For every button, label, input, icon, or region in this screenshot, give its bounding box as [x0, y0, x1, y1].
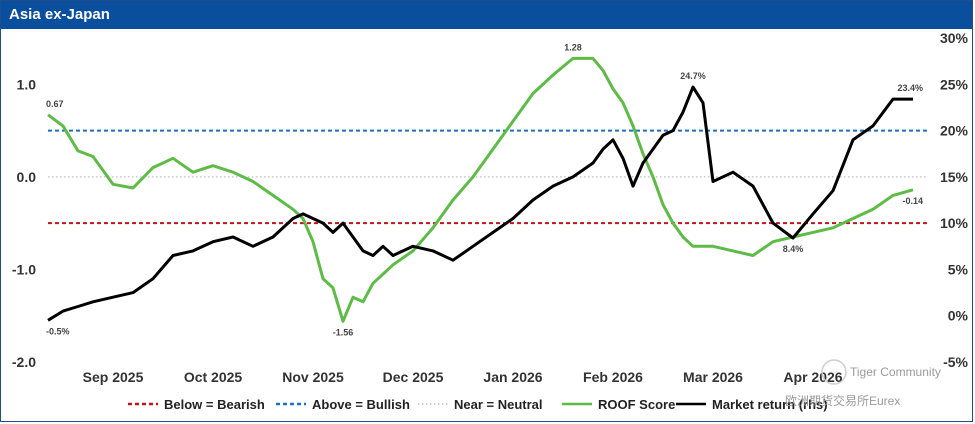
x-axis-tick: Mar 2026 [683, 369, 743, 385]
right-axis-tick: 30% [940, 30, 969, 46]
legend-label: Near = Neutral [454, 397, 543, 412]
data-label: 23.4% [897, 83, 923, 93]
x-axis-tick: Apr 2026 [783, 369, 842, 385]
right-axis-tick: 15% [940, 169, 969, 185]
data-label: 0.67 [46, 99, 64, 109]
data-label: 1.28 [564, 42, 582, 52]
right-axis-tick: 25% [940, 76, 969, 92]
watermark-text-2: 欧洲期货交易所Eurex [785, 393, 900, 408]
reference-lines [48, 129, 928, 225]
chart-title: Asia ex-Japan [9, 6, 110, 23]
data-labels: 0.67 1.28 -1.56 -0.14 -0.5% 24.7% 8.4% 23.4% [46, 42, 923, 337]
watermark: Tiger Community 欧洲期货交易所Eurex [785, 359, 941, 408]
data-label: -1.56 [333, 327, 354, 337]
x-axis-tick: Jan 2026 [483, 369, 542, 385]
legend-label: ROOF Score [598, 397, 675, 412]
x-axis-tick: Nov 2025 [282, 369, 344, 385]
right-axis-tick: 5% [948, 261, 969, 277]
left-axis-tick: -2.0 [12, 354, 36, 370]
right-axis-tick: 20% [940, 123, 969, 139]
watermark-logo [821, 359, 847, 385]
x-axis-tick: Sep 2025 [83, 369, 144, 385]
x-axis: Sep 2025 Oct 2025 Nov 2025 Dec 2025 Jan 2026… [83, 369, 843, 385]
x-axis-tick: Feb 2026 [583, 369, 643, 385]
data-label: -0.14 [902, 196, 923, 206]
right-axis-tick: 0% [948, 308, 969, 324]
watermark-text-1: Tiger Community [850, 365, 941, 379]
right-axis: 30% 25% 20% 15% 10% 5% 0% -5% [940, 30, 969, 370]
data-label: -0.5% [46, 326, 70, 336]
legend-label: Above = Bullish [312, 397, 410, 412]
series-layer [47, 56, 914, 323]
left-axis: 1.0 0.0 -1.0 -2.0 [12, 76, 36, 370]
data-label: 24.7% [680, 71, 706, 81]
legend: Below = Bearish Above = Bullish Near = Neu… [128, 397, 828, 412]
right-axis-tick: 10% [940, 215, 969, 231]
title-bar: Asia ex-Japan [1, 1, 972, 29]
legend-label: Below = Bearish [164, 397, 265, 412]
right-axis-tick: -5% [943, 354, 968, 370]
x-axis-tick: Dec 2025 [383, 369, 444, 385]
left-axis-tick: 1.0 [17, 76, 37, 92]
series-line-roof-score [47, 56, 914, 323]
x-axis-tick: Oct 2025 [184, 369, 243, 385]
series-line-market-return [47, 85, 913, 322]
left-axis-tick: -1.0 [12, 261, 36, 277]
left-axis-tick: 0.0 [17, 169, 37, 185]
legend-label: Market return (rhs) [712, 397, 828, 412]
data-label: 8.4% [783, 244, 804, 254]
